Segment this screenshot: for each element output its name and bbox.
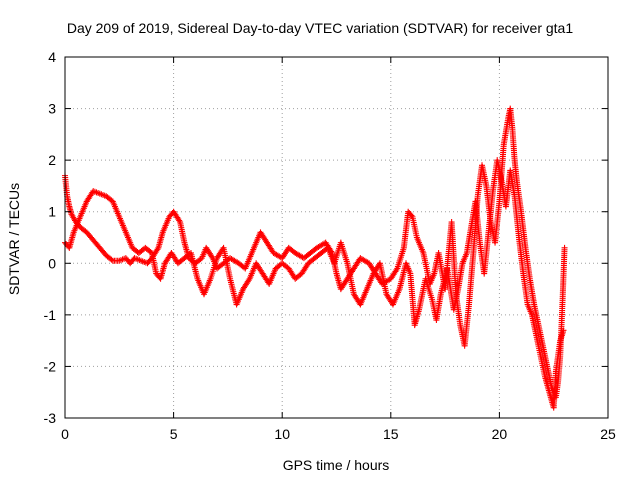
- data-point: [560, 327, 567, 334]
- y-tick-label: 2: [48, 152, 56, 168]
- x-tick-label: 0: [61, 426, 69, 442]
- y-tick-label: -3: [44, 410, 57, 426]
- plot-frame: [64, 56, 609, 419]
- x-tick-label: 20: [492, 426, 508, 442]
- x-tick-label: 25: [600, 426, 616, 442]
- axis-ticks: [64, 56, 609, 419]
- y-tick-label: -1: [44, 307, 57, 323]
- x-tick-label: 10: [274, 426, 290, 442]
- x-axis-label: GPS time / hours: [283, 457, 390, 473]
- x-tick-labels: 0 5 10 15 20 25: [61, 426, 616, 442]
- y-tick-label: -2: [44, 358, 57, 374]
- y-tick-label: 4: [48, 49, 56, 65]
- x-tick-label: 5: [170, 426, 178, 442]
- x-tick-label: 15: [383, 426, 399, 442]
- y-tick-labels: -3 -2 -1 0 1 2 3 4: [44, 49, 57, 426]
- data-point-fill: [408, 212, 415, 219]
- data-points: [62, 105, 568, 411]
- y-tick-label: 1: [48, 204, 56, 220]
- data-point-fill: [108, 256, 115, 263]
- data-point: [561, 244, 568, 251]
- chart-title: Day 209 of 2019, Sidereal Day-to-day VTE…: [67, 20, 574, 36]
- y-tick-label: 0: [48, 255, 56, 271]
- y-tick-label: 3: [48, 101, 56, 117]
- y-axis-label: SDTVAR / TECUs: [6, 183, 22, 295]
